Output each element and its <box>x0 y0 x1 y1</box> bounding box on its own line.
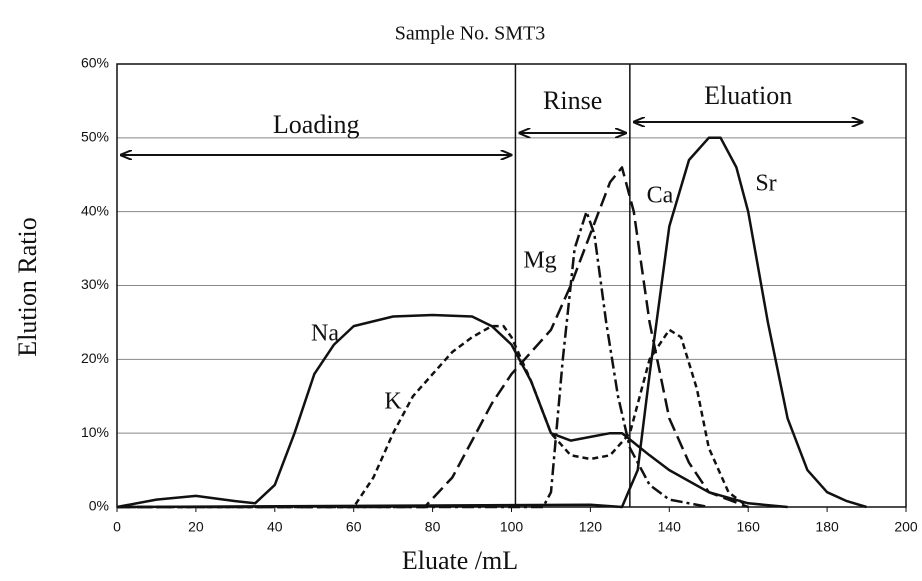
x-tick-label: 20 <box>188 519 204 535</box>
x-tick-label: 100 <box>500 519 524 535</box>
x-tick-label: 40 <box>267 519 283 535</box>
series-line <box>117 324 749 509</box>
series-label: Sr <box>755 171 776 197</box>
series-line <box>116 313 788 509</box>
x-tick-label: 60 <box>346 519 362 535</box>
series-label: K <box>384 389 402 415</box>
x-tick-label: 200 <box>894 519 918 535</box>
series-label: Mg <box>523 248 556 274</box>
y-tick-label: 40% <box>81 202 109 218</box>
x-tick-label: 160 <box>737 519 761 535</box>
phase-label: Eluation <box>704 81 792 110</box>
series-label: Na <box>311 321 339 347</box>
y-axis-label: Elution Ratio <box>13 217 42 356</box>
phase-label: Loading <box>273 110 360 139</box>
x-tick-label: 80 <box>425 519 441 535</box>
y-tick-label: 60% <box>81 55 109 71</box>
x-tick-label: 0 <box>113 519 121 535</box>
y-tick-label: 10% <box>81 424 109 440</box>
x-axis-label: Eluate /mL <box>402 546 518 575</box>
x-tick-label: 140 <box>658 519 682 535</box>
series-label: Ca <box>647 183 674 209</box>
y-tick-label: 20% <box>81 350 109 366</box>
chart-title: Sample No. SMT3 <box>395 23 546 45</box>
series-line <box>117 166 749 509</box>
phase-label: Rinse <box>543 86 602 115</box>
y-tick-label: 0% <box>89 498 109 514</box>
series-line <box>116 136 867 509</box>
y-tick-label: 30% <box>81 276 109 292</box>
x-tick-label: 180 <box>815 519 839 535</box>
series-line <box>117 210 710 509</box>
y-tick-label: 50% <box>81 129 109 145</box>
x-tick-label: 120 <box>579 519 603 535</box>
